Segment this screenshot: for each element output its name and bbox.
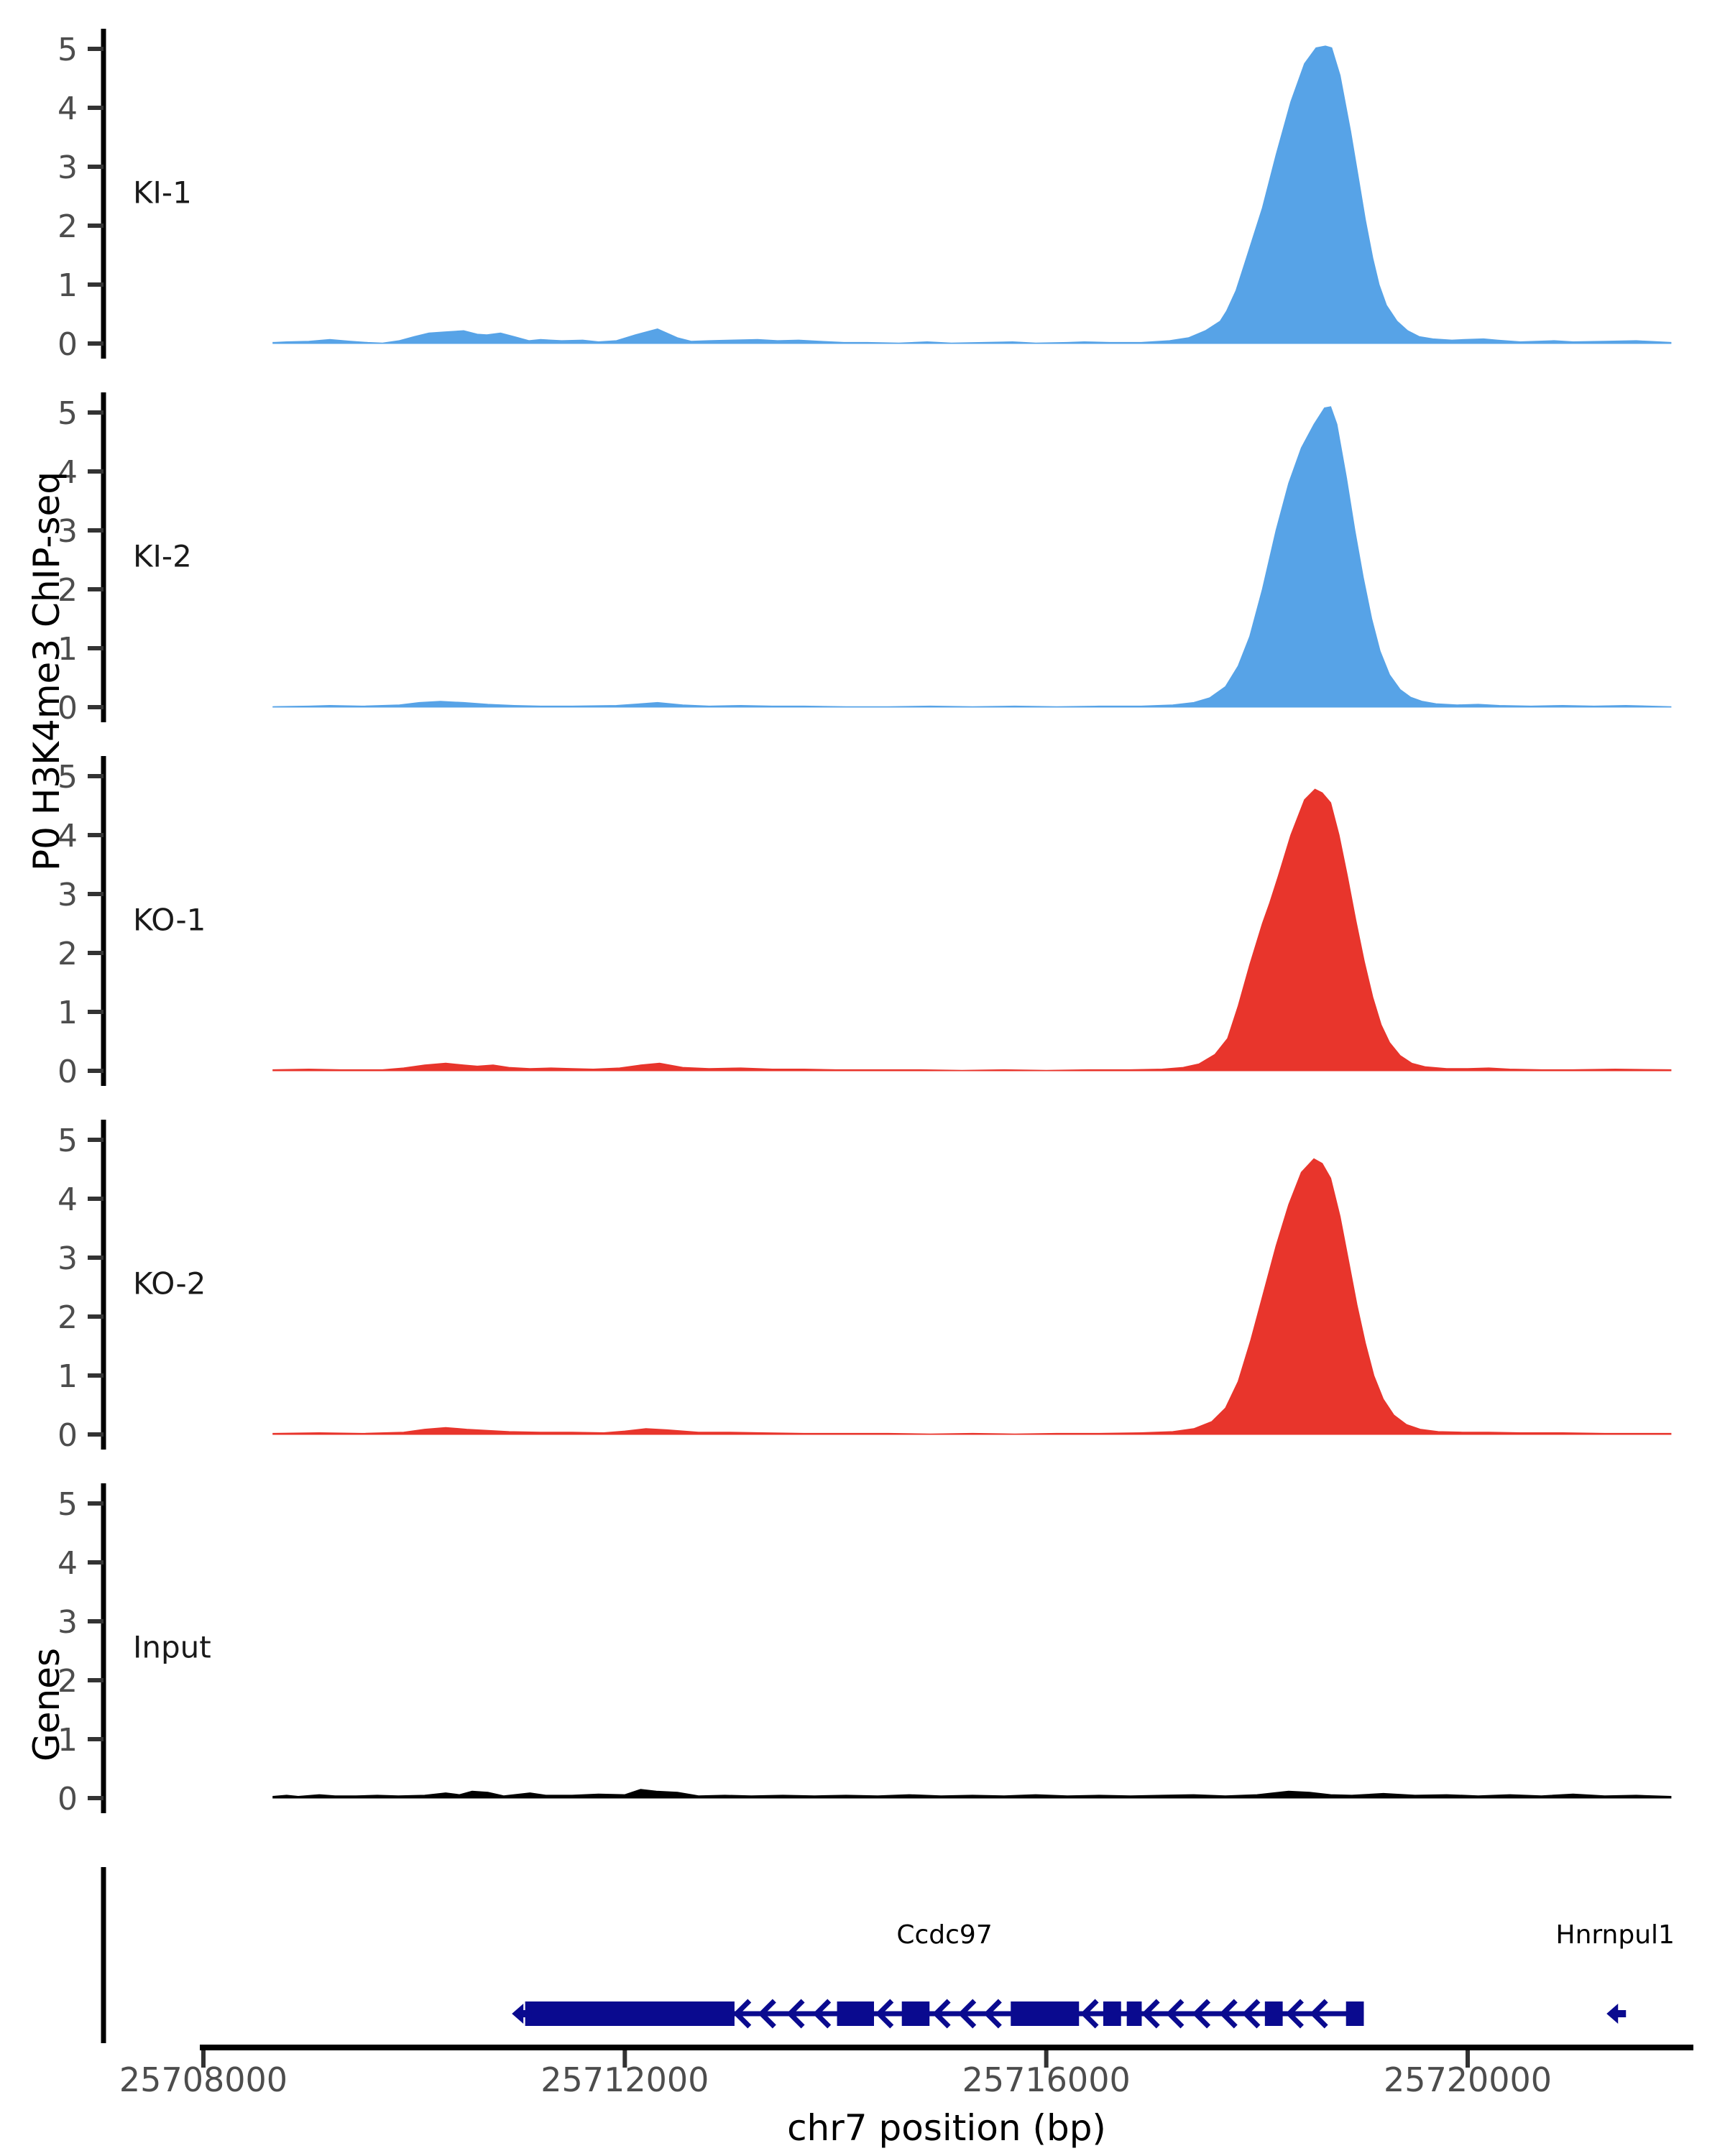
strand-arrow-icon <box>957 1999 977 2029</box>
gene-exon <box>525 2001 735 2026</box>
y-tick-label: 1 <box>58 995 78 1031</box>
gene-exon <box>1011 2001 1080 2026</box>
y-tick-label: 3 <box>58 149 78 186</box>
y-tick-label: 3 <box>58 513 78 550</box>
strand-arrow-icon <box>1285 1999 1304 2029</box>
strand-arrow-icon <box>1310 1999 1328 2029</box>
x-tick-label: 25720000 <box>1384 2060 1552 2099</box>
x-axis: 25708000 25712000 25716000 25720000 <box>119 2045 1693 2099</box>
y-tick-label: 4 <box>58 818 78 854</box>
track-panel-KI-2: 0 1 2 3 4 5 <box>58 392 1672 727</box>
strand-arrow-icon <box>932 1999 951 2029</box>
gene-exon <box>1346 2001 1364 2026</box>
y-tick-label: 1 <box>58 631 78 668</box>
track-panel-KI-1: 0 1 2 3 4 5 <box>58 29 1672 363</box>
y-tick-label: 1 <box>58 1358 78 1395</box>
y-tick-label: 5 <box>58 395 78 432</box>
strand-arrow-icon <box>983 1999 1002 2029</box>
strand-arrow-icon <box>1219 1999 1238 2029</box>
y-tick-label: 4 <box>58 91 78 127</box>
gene-Hnrnpul1: Hnrnpul1 <box>1556 1920 1675 2024</box>
y-tick-label: 1 <box>58 1722 78 1759</box>
gene-tip-arrow-icon <box>512 2004 532 2024</box>
gene-exon <box>901 2001 930 2026</box>
x-tick-label: 25708000 <box>119 2060 288 2099</box>
genes-track-title: Genes <box>26 1648 68 1762</box>
strand-arrow-icon <box>1080 1999 1099 2029</box>
gene-exon <box>1264 2001 1283 2026</box>
y-tick-label: 3 <box>58 877 78 913</box>
track-label-ko-1: KO-1 <box>133 902 206 938</box>
gene-tip-arrow-icon <box>1606 2004 1627 2024</box>
y-tick-label: 2 <box>58 1299 78 1336</box>
gene-exon <box>1126 2001 1142 2026</box>
gene-exon <box>837 2001 875 2026</box>
x-tick-label: 25712000 <box>540 2060 709 2099</box>
track-area-KO-2 <box>272 1158 1672 1435</box>
strand-arrow-icon <box>1192 1999 1211 2029</box>
strand-arrow-icon <box>1141 1999 1160 2029</box>
y-tick-label: 1 <box>58 267 78 304</box>
track-label-input: Input <box>133 1629 211 1665</box>
y-axis-title: P0 H3K4me3 ChIP-seq <box>26 471 68 872</box>
track-area-KI-2 <box>272 406 1672 708</box>
y-tick-label: 5 <box>58 759 78 796</box>
x-axis-title: chr7 position (bp) <box>787 2107 1106 2149</box>
y-tick-label: 5 <box>58 1123 78 1159</box>
y-tick-label: 0 <box>58 690 78 727</box>
y-tick-label: 0 <box>58 1054 78 1090</box>
y-tick-label: 4 <box>58 1181 78 1218</box>
track-area-KI-1 <box>272 45 1672 344</box>
strand-arrow-icon <box>758 1999 776 2029</box>
track-label-ki-2: KI-2 <box>133 538 192 574</box>
track-label-ki-1: KI-1 <box>133 175 192 211</box>
gene-label: Hnrnpul1 <box>1556 1920 1675 1950</box>
y-tick-label: 0 <box>58 1417 78 1454</box>
gene-label: Ccdc97 <box>896 1920 992 1950</box>
y-tick-label: 3 <box>58 1240 78 1277</box>
track-area-KO-1 <box>272 788 1672 1072</box>
y-tick-label: 4 <box>58 454 78 491</box>
gene-Ccdc97: Ccdc97 <box>512 1920 1364 2029</box>
track-panel-KO-2: 0 1 2 3 4 5 <box>58 1120 1672 1454</box>
y-tick-label: 3 <box>58 1604 78 1641</box>
y-tick-label: 2 <box>58 572 78 609</box>
y-tick-label: 4 <box>58 1545 78 1582</box>
y-tick-label: 0 <box>58 1781 78 1818</box>
y-tick-label: 5 <box>58 32 78 68</box>
strand-arrow-icon <box>1241 1999 1261 2029</box>
gene-exon <box>1103 2001 1121 2026</box>
strand-arrow-icon <box>786 1999 805 2029</box>
y-tick-label: 2 <box>58 1663 78 1700</box>
track-panel-Input: 0 1 2 3 4 5 <box>58 1483 1672 1818</box>
track-panel-KO-1: 0 1 2 3 4 5 <box>58 756 1672 1090</box>
strand-arrow-icon <box>1165 1999 1184 2029</box>
y-tick-label: 2 <box>58 208 78 245</box>
x-tick-label: 25716000 <box>962 2060 1131 2099</box>
y-tick-label: 0 <box>58 326 78 363</box>
strand-arrow-icon <box>732 1999 752 2029</box>
strand-arrow-icon <box>875 1999 894 2029</box>
track-label-ko-2: KO-2 <box>133 1266 206 1302</box>
y-tick-label: 5 <box>58 1486 78 1523</box>
strand-arrow-icon <box>812 1999 832 2029</box>
track-area-Input <box>272 1789 1672 1799</box>
y-tick-label: 2 <box>58 936 78 972</box>
